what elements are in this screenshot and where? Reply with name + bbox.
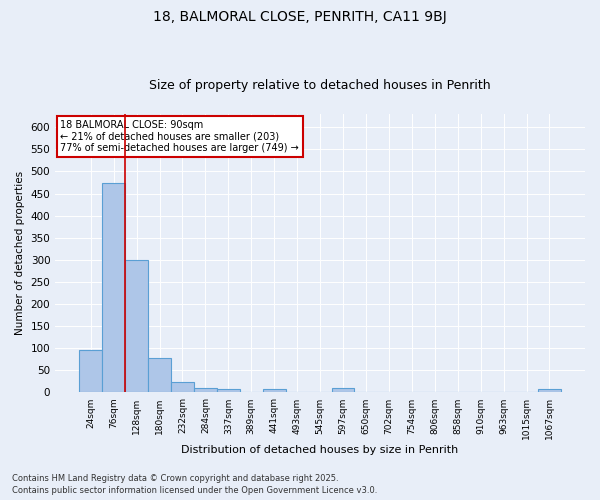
Text: 18 BALMORAL CLOSE: 90sqm
← 21% of detached houses are smaller (203)
77% of semi-: 18 BALMORAL CLOSE: 90sqm ← 21% of detach… (61, 120, 299, 153)
X-axis label: Distribution of detached houses by size in Penrith: Distribution of detached houses by size … (181, 445, 459, 455)
Bar (263, 390, 286, 392)
Text: Contains HM Land Registry data © Crown copyright and database right 2025.
Contai: Contains HM Land Registry data © Crown c… (12, 474, 377, 495)
Bar (171, 382, 194, 392)
Bar (79, 350, 102, 393)
Bar (148, 358, 171, 392)
Title: Size of property relative to detached houses in Penrith: Size of property relative to detached ho… (149, 79, 491, 92)
Bar (332, 388, 355, 392)
Bar (538, 390, 561, 392)
Bar (217, 390, 240, 392)
Y-axis label: Number of detached properties: Number of detached properties (15, 171, 25, 336)
Bar (194, 388, 217, 392)
Text: 18, BALMORAL CLOSE, PENRITH, CA11 9BJ: 18, BALMORAL CLOSE, PENRITH, CA11 9BJ (153, 10, 447, 24)
Bar (102, 182, 125, 392)
Bar (125, 260, 148, 392)
